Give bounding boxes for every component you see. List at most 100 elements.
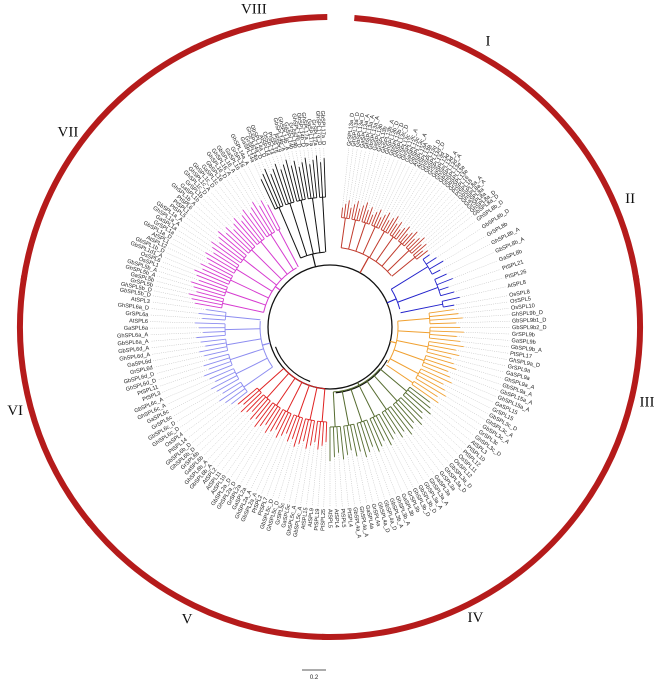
leaf-label: GrSPL9b — [512, 332, 535, 339]
leaf-branch — [203, 357, 230, 367]
leaf-labels: GrSPL13a_DGhSPL13a_DGbSPL13a_DGaSPL13a_A… — [117, 111, 547, 539]
internal-branch — [243, 258, 277, 286]
leaf-branch — [428, 309, 454, 314]
leaf-guide — [424, 203, 461, 238]
leaf-guide — [463, 332, 510, 335]
leaf-label: GhSPL6d_A — [119, 352, 151, 363]
leaf-branch — [195, 322, 226, 325]
leaf-branch — [312, 159, 318, 198]
leaf-branch — [429, 334, 457, 337]
leaf-guide — [256, 435, 282, 492]
leaf-guide — [158, 271, 192, 282]
leaf-branch — [391, 221, 403, 237]
sub-clade-arc — [434, 279, 442, 296]
leaf-guide — [458, 355, 506, 367]
leaf-label: GhSPL6a_D — [117, 303, 149, 312]
leaf-branch — [332, 426, 335, 457]
leaf-branch — [205, 252, 236, 271]
leaf-branch — [378, 214, 386, 229]
clade-label-V: V — [182, 611, 193, 627]
leaf-guide — [323, 441, 327, 507]
sub-clade-arc — [317, 420, 327, 423]
leaf-guide — [342, 147, 349, 208]
internal-branch — [225, 291, 266, 306]
leaf-guide — [175, 234, 206, 253]
clade-arc-IV — [321, 505, 585, 640]
leaf-guide — [157, 365, 204, 381]
leaf-guide — [334, 456, 337, 507]
internal-branch — [350, 388, 363, 422]
leaf-guide — [199, 411, 242, 452]
leaf-guide — [261, 160, 265, 170]
leaf-guide — [230, 176, 252, 208]
leaf-branch — [398, 399, 423, 426]
leaf-branch — [267, 204, 281, 230]
internal-branch — [340, 218, 346, 248]
leaf-guide — [454, 277, 504, 293]
leaf-branch — [325, 421, 328, 442]
leaf-guide — [338, 452, 343, 507]
leaf-guide — [422, 212, 470, 252]
leaf-branch — [343, 203, 347, 218]
clade-stem — [390, 340, 397, 344]
leaf-branch — [431, 269, 441, 275]
leaf-guide — [196, 206, 227, 234]
internal-branch — [400, 303, 443, 314]
leaf-guide — [421, 424, 454, 459]
leaf-guide — [306, 441, 315, 506]
leaf-branch — [270, 409, 284, 432]
leaf-guide — [349, 149, 358, 201]
leaf-guide — [150, 321, 196, 324]
leaf-branch — [417, 374, 445, 391]
internal-branch — [387, 250, 410, 272]
clade-label-VI: VI — [7, 403, 23, 419]
leaf-branch — [270, 173, 284, 206]
leaf-branch — [215, 371, 236, 382]
leaf-guide — [245, 429, 276, 487]
leaf-guide — [283, 152, 287, 160]
leaf-label: GbSPL9b_A — [511, 345, 543, 354]
leaf-branch — [200, 263, 232, 280]
leaf-label: AtSPL8 — [507, 280, 527, 290]
leaf-branch — [252, 201, 273, 234]
leaf-guide — [248, 166, 268, 206]
leaf-branch — [260, 200, 278, 231]
leaf-guide — [460, 341, 509, 348]
internal-branch — [322, 197, 327, 253]
leaf-branch — [249, 398, 269, 420]
leaf-label: AtSPL4 — [333, 509, 340, 528]
leaf-branch — [400, 233, 408, 243]
leaf-branch — [285, 414, 295, 434]
leaf-label: PtSPL5 — [339, 508, 346, 527]
leaf-guide — [152, 345, 206, 355]
leaf-label: GbSPL13a_D — [355, 113, 366, 148]
leaf-guide — [276, 155, 282, 170]
leaf-branch — [225, 388, 246, 404]
leaf-guide — [156, 359, 210, 374]
internal-branch — [300, 200, 314, 254]
leaf-guide — [389, 167, 414, 213]
leaf-guide — [230, 424, 266, 478]
leaf-label: GaSPL9b — [511, 338, 536, 346]
internal-branch — [373, 374, 398, 402]
leaf-branch — [304, 157, 312, 199]
leaf-branch — [241, 215, 263, 241]
leaf-branch — [380, 212, 391, 230]
leaf-branch — [392, 404, 414, 429]
leaf-guide — [222, 182, 244, 210]
leaf-branch — [204, 350, 228, 357]
leaf-guide — [212, 419, 251, 464]
internal-branch — [266, 372, 290, 399]
leaf-branch — [255, 400, 271, 420]
leaf-branch — [375, 217, 382, 228]
sub-clade-arc — [389, 234, 397, 240]
leaf-guide — [173, 391, 218, 417]
leaf-branch — [254, 402, 274, 427]
leaf-branch — [188, 293, 224, 303]
leaf-guide — [183, 221, 212, 242]
leaf-guide — [311, 449, 318, 507]
leaf-branch — [368, 214, 374, 225]
leaf-branch — [404, 231, 418, 247]
internal-branch — [270, 234, 294, 270]
leaf-branch — [371, 212, 378, 226]
